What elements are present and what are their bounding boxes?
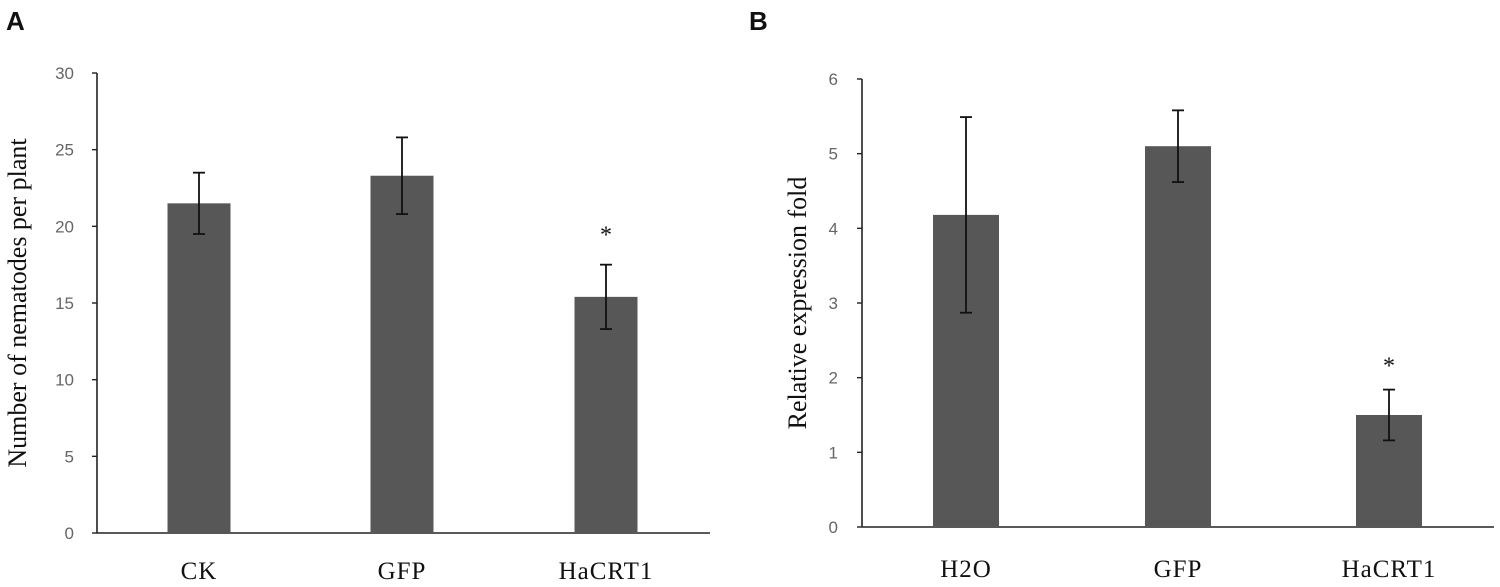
y-tick-label: 3 bbox=[829, 294, 838, 313]
y-tick-label: 20 bbox=[55, 217, 74, 236]
y-tick-label: 2 bbox=[829, 369, 838, 388]
y-tick-label: 30 bbox=[55, 64, 74, 83]
y-tick-label: 5 bbox=[829, 145, 838, 164]
bar bbox=[574, 296, 638, 533]
y-tick-label: 25 bbox=[55, 141, 74, 160]
bar bbox=[167, 203, 231, 534]
panel-b: B 0 1 2 3 4 5 6 H2O GFP * HaCRT1 Relative expressio… bbox=[749, 6, 1494, 583]
y-tick-label: 15 bbox=[55, 294, 74, 313]
panel-label-a: A bbox=[6, 6, 25, 36]
x-tick-label: GFP bbox=[1154, 556, 1203, 583]
y-tick-label: 0 bbox=[829, 518, 838, 537]
significance-marker: * bbox=[600, 223, 612, 249]
y-tick-label: 10 bbox=[55, 371, 74, 390]
y-tick-label: 6 bbox=[829, 70, 838, 89]
y-tick-label: 1 bbox=[829, 443, 838, 462]
y-tick-label: 0 bbox=[65, 524, 74, 543]
x-tick-label: GFP bbox=[378, 558, 427, 585]
x-tick-label: HaCRT1 bbox=[1342, 556, 1437, 583]
panel-label-b: B bbox=[749, 6, 768, 36]
significance-marker: * bbox=[1383, 354, 1395, 380]
x-tick-label: CK bbox=[181, 558, 218, 585]
bar bbox=[370, 175, 434, 533]
x-tick-label: HaCRT1 bbox=[559, 558, 654, 585]
y-axis-label: Number of nematodes per plant bbox=[3, 138, 32, 468]
panel-a: A 0 5 10 15 20 25 30 CK GFP * HaCRT1 Number of nema… bbox=[3, 6, 710, 585]
y-tick-label: 4 bbox=[829, 219, 838, 238]
bar bbox=[1145, 146, 1211, 527]
y-axis-label: Relative expression fold bbox=[783, 177, 812, 430]
y-tick-label: 5 bbox=[65, 447, 74, 466]
x-tick-label: H2O bbox=[940, 556, 992, 583]
